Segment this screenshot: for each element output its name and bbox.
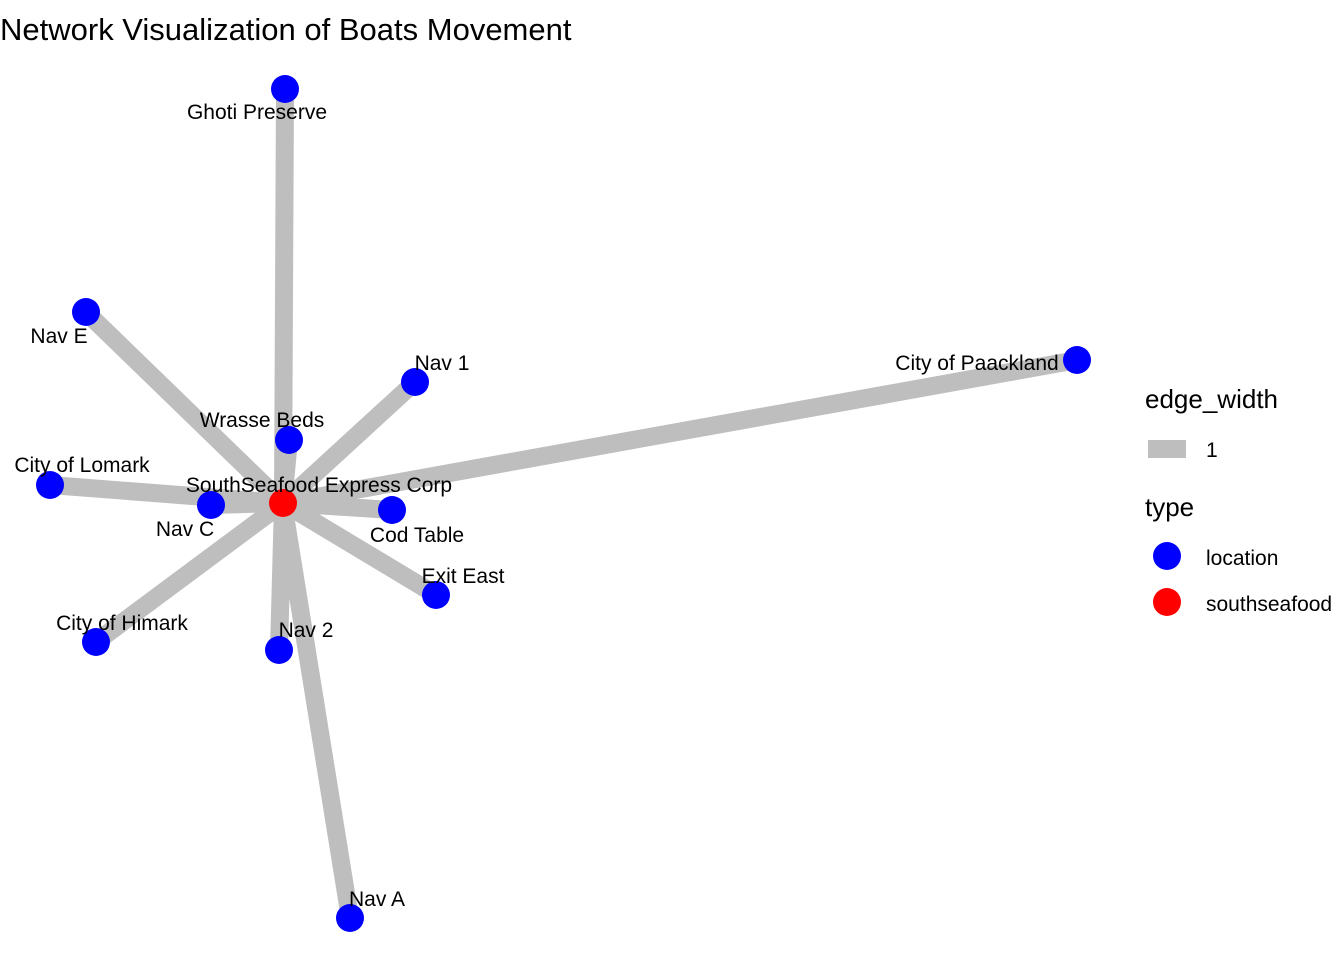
plot-title: Network Visualization of Boats Movement xyxy=(0,12,572,47)
legend: edge_width 1 type location southseafood xyxy=(1145,384,1332,616)
legend-southseafood-swatch xyxy=(1153,588,1181,616)
node-navc xyxy=(197,491,225,519)
edge-southseafood-himark xyxy=(90,495,289,650)
labels-layer: SouthSeafood Express Corp Ghoti Preserve N… xyxy=(14,101,1058,911)
node-label-nava: Nav A xyxy=(349,888,405,911)
node-nave xyxy=(72,298,100,326)
edge-southseafood-paackland xyxy=(281,351,1079,512)
node-nav2 xyxy=(265,636,293,664)
node-cod xyxy=(378,496,406,524)
legend-location-label: location xyxy=(1206,547,1278,570)
node-wrasse xyxy=(275,426,303,454)
legend-southseafood-label: southseafood xyxy=(1206,593,1332,616)
node-label-nav1: Nav 1 xyxy=(415,352,470,375)
node-label-cod: Cod Table xyxy=(370,524,464,547)
edges-layer xyxy=(49,88,1079,920)
edge-southseafood-nav1 xyxy=(276,375,422,510)
node-nav1 xyxy=(401,368,429,396)
node-lomark xyxy=(36,471,64,499)
node-paackland xyxy=(1063,346,1091,374)
edge-southseafood-exit xyxy=(278,495,441,603)
node-label-wrasse: Wrasse Beds xyxy=(200,409,325,432)
node-nava xyxy=(336,904,364,932)
node-southseafood xyxy=(269,489,297,517)
node-ghoti xyxy=(271,75,299,103)
node-label-paackland: City of Paackland xyxy=(895,352,1058,375)
edge-southseafood-nava xyxy=(274,501,359,920)
legend-edge-label: 1 xyxy=(1206,439,1218,462)
nodes-layer xyxy=(36,75,1091,932)
node-label-exit: Exit East xyxy=(422,565,505,588)
node-label-nave: Nav E xyxy=(30,325,87,348)
legend-edge-swatch xyxy=(1148,440,1186,458)
node-label-navc: Nav C xyxy=(156,518,214,541)
edge-southseafood-nave xyxy=(79,305,290,510)
node-himark xyxy=(82,628,110,656)
node-label-southseafood: SouthSeafood Express Corp xyxy=(186,474,452,497)
legend-location-swatch xyxy=(1153,542,1181,570)
node-label-nav2: Nav 2 xyxy=(279,619,334,642)
legend-title-type: type xyxy=(1145,492,1194,522)
legend-title-edge-width: edge_width xyxy=(1145,384,1278,414)
node-label-ghoti: Ghoti Preserve xyxy=(187,101,327,124)
node-exit xyxy=(422,581,450,609)
node-label-lomark: City of Lomark xyxy=(14,454,150,477)
node-label-himark: City of Himark xyxy=(56,612,188,635)
